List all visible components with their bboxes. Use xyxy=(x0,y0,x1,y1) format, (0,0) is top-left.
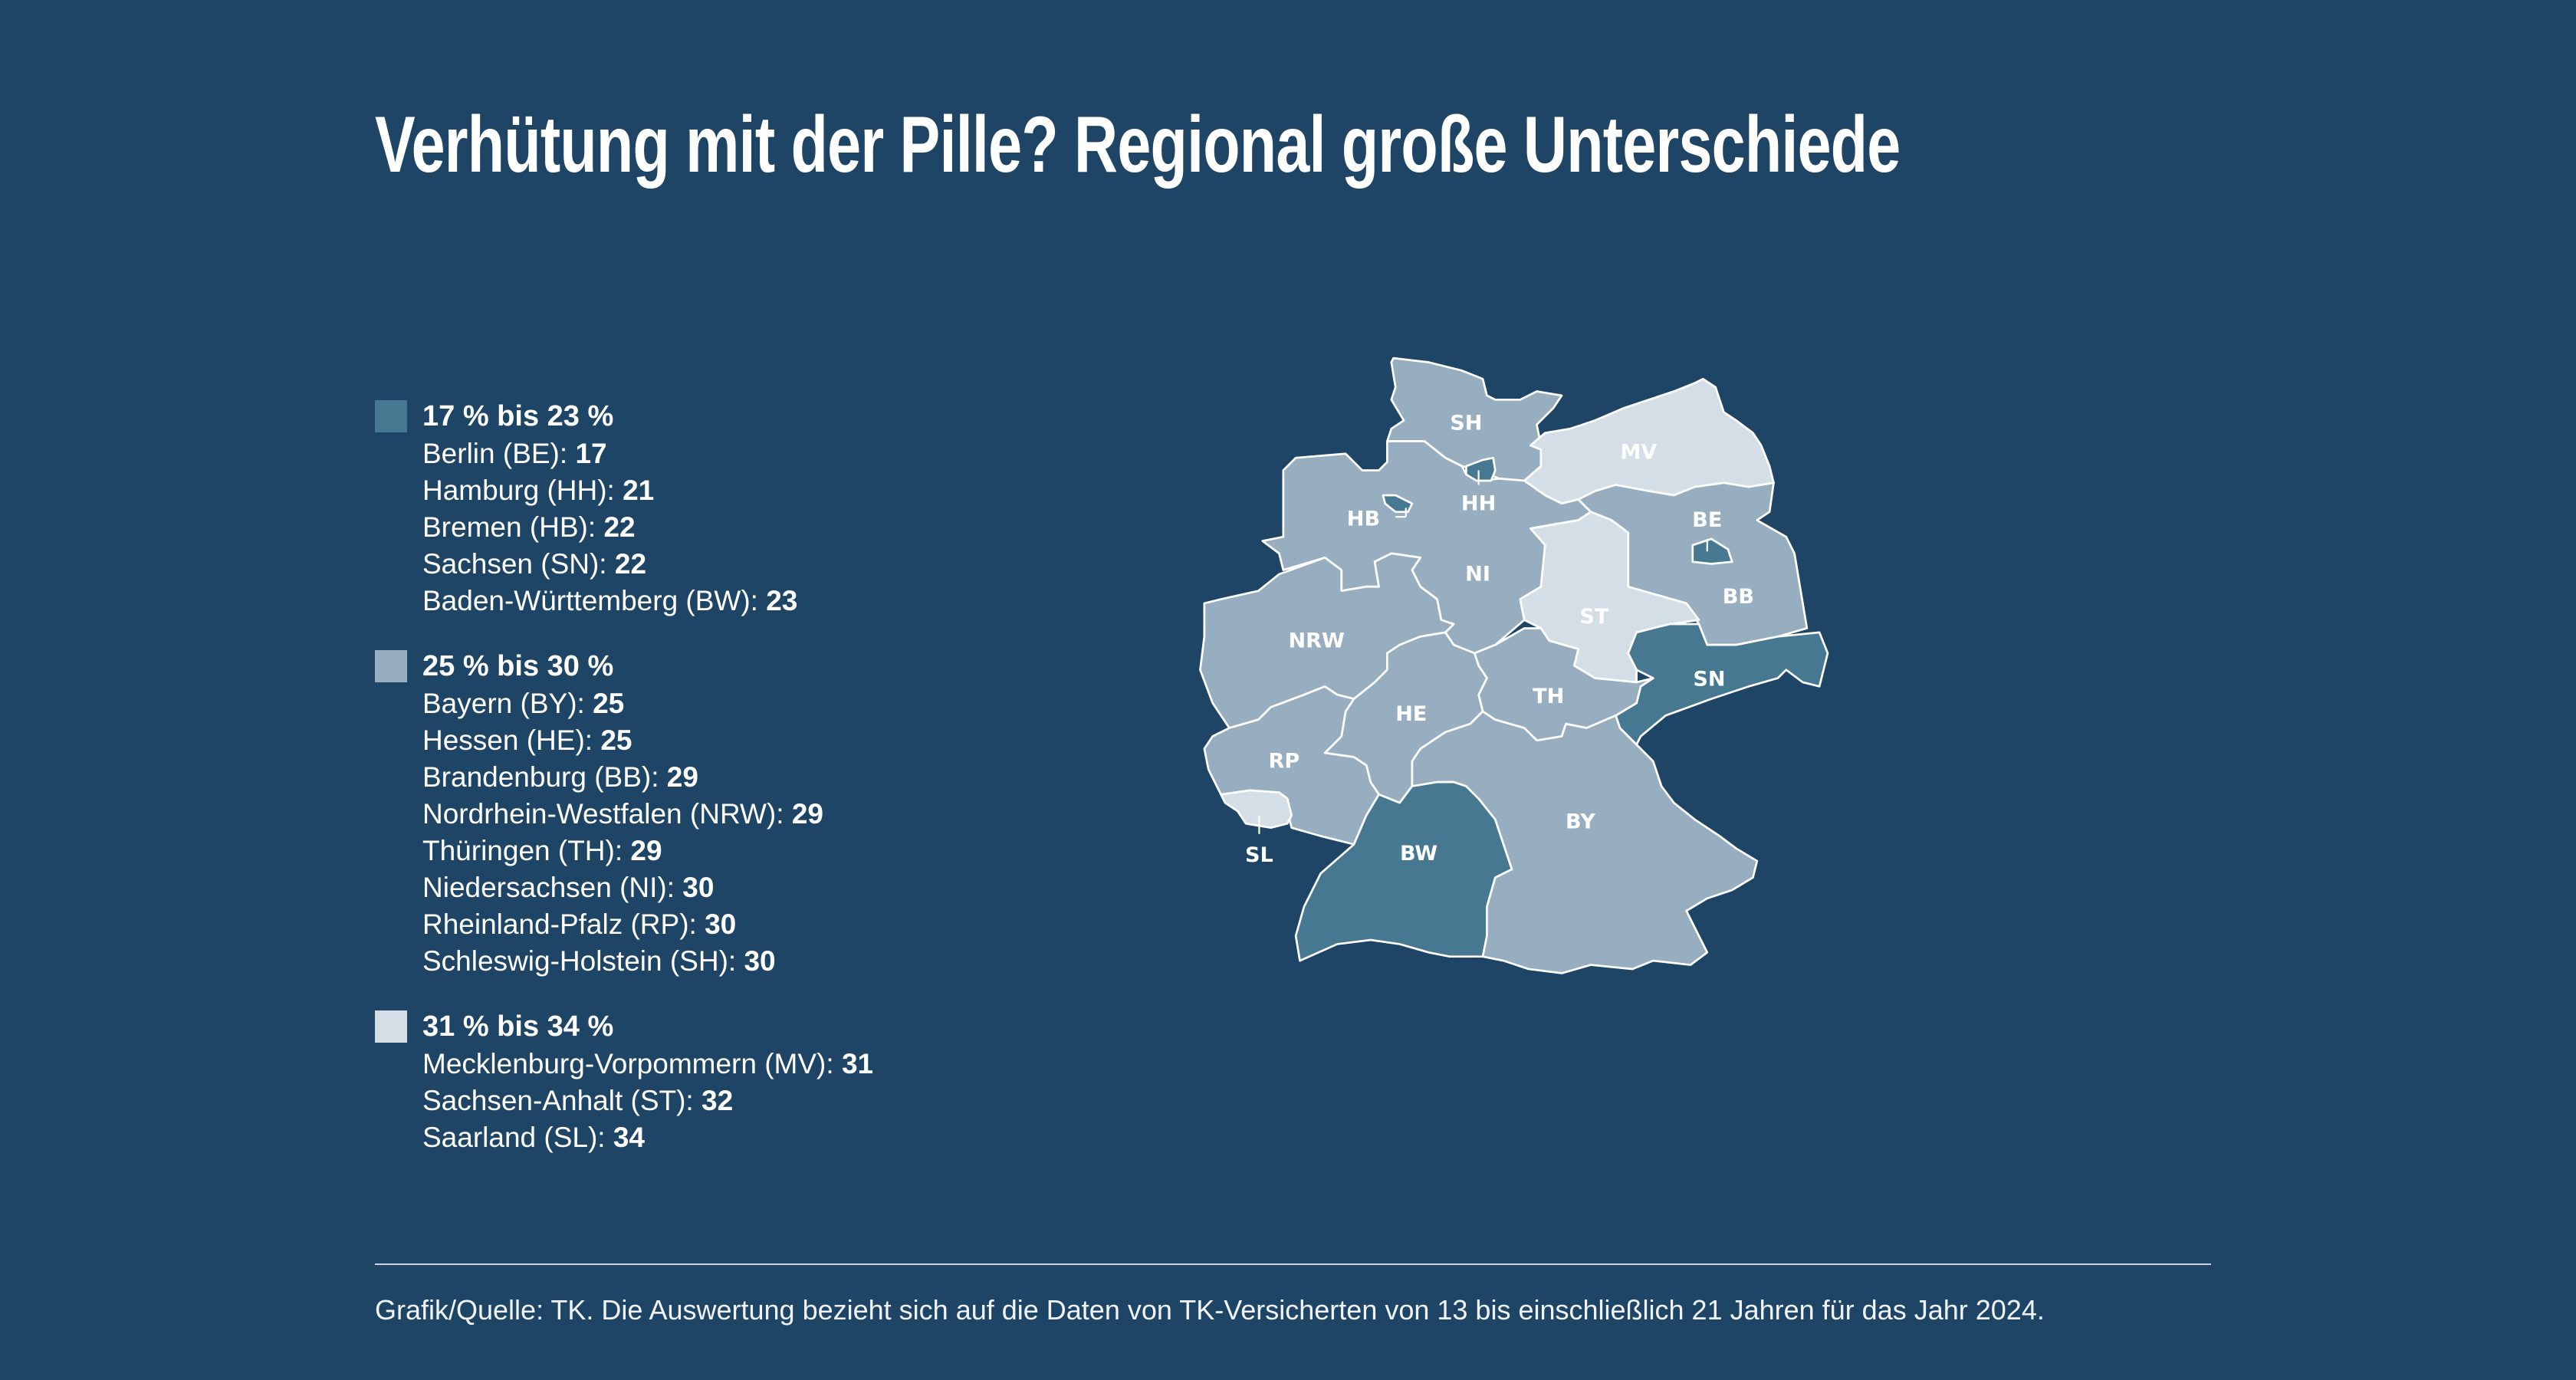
legend-group-title: 25 % bis 30 % xyxy=(422,649,614,682)
map-label-HB: HB xyxy=(1347,508,1380,531)
map-label-NRW: NRW xyxy=(1288,629,1345,652)
map-label-HE: HE xyxy=(1395,702,1427,726)
source-note: Grafik/Quelle: TK. Die Auswertung bezieh… xyxy=(375,1294,2045,1326)
legend-group-mid: 25 % bis 30 % Bayern (BY): 25 Hessen (HE… xyxy=(375,647,873,980)
map-label-BB: BB xyxy=(1723,585,1754,609)
legend-item: Hessen (HE): 25 xyxy=(422,724,632,756)
legend-item: Sachsen-Anhalt (ST): 32 xyxy=(422,1085,734,1116)
legend-swatch xyxy=(375,650,407,682)
legend-item: Bayern (BY): 25 xyxy=(422,688,625,719)
legend-item: Sachsen (SN): 22 xyxy=(422,548,647,580)
legend-group-high: 31 % bis 34 % Mecklenburg-Vorpommern (MV… xyxy=(375,1007,873,1156)
state-BY xyxy=(1411,710,1759,974)
map-label-SN: SN xyxy=(1693,667,1725,691)
map-label-BY: BY xyxy=(1566,810,1595,834)
legend-item: Niedersachsen (NI): 30 xyxy=(422,872,715,903)
legend: 17 % bis 23 % Berlin (BE): 17 Hamburg (H… xyxy=(375,397,873,1184)
legend-item: Rheinland-Pfalz (RP): 30 xyxy=(422,909,737,940)
map-label-RP: RP xyxy=(1269,750,1300,774)
legend-group-low: 17 % bis 23 % Berlin (BE): 17 Hamburg (H… xyxy=(375,397,873,619)
legend-item: Saarland (SL): 34 xyxy=(422,1122,646,1153)
map-label-ST: ST xyxy=(1579,605,1609,629)
legend-group-title: 17 % bis 23 % xyxy=(422,399,614,432)
map-label-BE: BE xyxy=(1692,508,1722,532)
legend-item: Baden-Württemberg (BW): 23 xyxy=(422,585,798,616)
legend-item: Berlin (BE): 17 xyxy=(422,438,607,469)
map-label-SL: SL xyxy=(1245,843,1273,867)
chart-title: Verhütung mit der Pille? Regional große … xyxy=(375,100,1901,189)
legend-item: Thüringen (TH): 29 xyxy=(422,835,662,866)
legend-item: Bremen (HB): 22 xyxy=(422,511,636,543)
map-label-BW: BW xyxy=(1400,842,1438,866)
leader-lines xyxy=(1258,470,1708,834)
state-SL xyxy=(1220,789,1293,830)
map-label-TH: TH xyxy=(1533,685,1564,708)
legend-swatch xyxy=(375,1010,407,1043)
state-BE xyxy=(1691,537,1733,565)
germany-map: SH MV HH HB BE NI BB ST NRW SN TH HE RP … xyxy=(1199,356,1829,974)
legend-group-title: 31 % bis 34 % xyxy=(422,1010,614,1043)
state-HB xyxy=(1382,494,1414,514)
legend-item: Nordrhein-Westfalen (NRW): 29 xyxy=(422,798,823,830)
legend-swatch xyxy=(375,400,407,432)
legend-item: Hamburg (HH): 21 xyxy=(422,475,655,506)
map-label-MV: MV xyxy=(1620,440,1657,464)
map-label-SH: SH xyxy=(1450,411,1482,435)
map-label-HH: HH xyxy=(1461,492,1496,516)
legend-item: Schleswig-Holstein (SH): 30 xyxy=(422,945,776,977)
state-HH xyxy=(1465,456,1497,482)
footer-divider xyxy=(375,1263,2211,1265)
legend-item: Brandenburg (BB): 29 xyxy=(422,761,698,793)
legend-item: Mecklenburg-Vorpommern (MV): 31 xyxy=(422,1048,874,1079)
map-label-NI: NI xyxy=(1465,563,1490,586)
